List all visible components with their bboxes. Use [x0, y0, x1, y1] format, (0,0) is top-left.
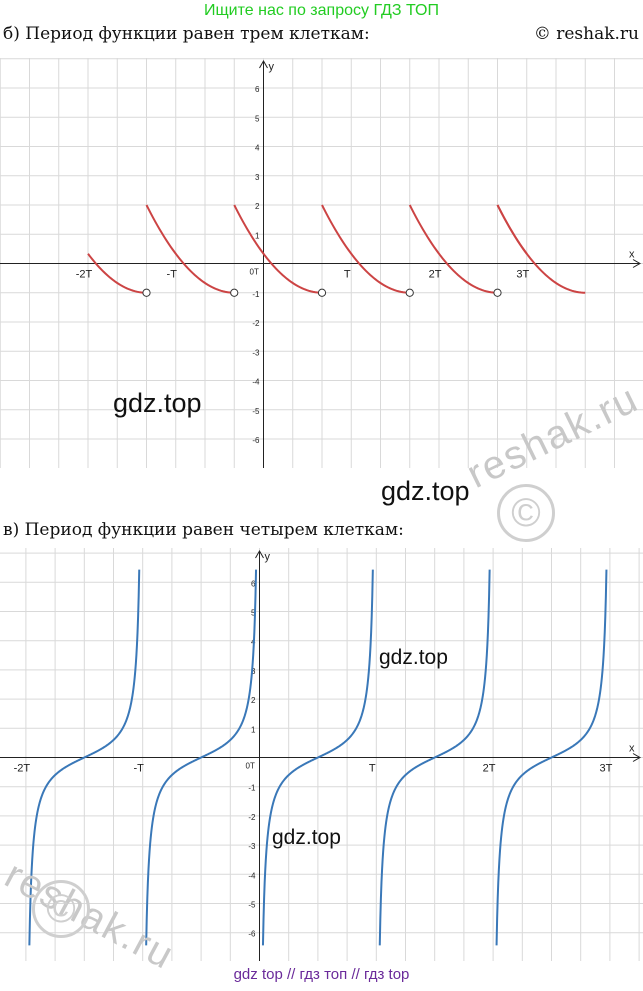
open-point [405, 288, 414, 297]
y-tick-label: -1 [248, 784, 256, 793]
y-tick-label: 6 [251, 579, 256, 588]
y-axis-label-2: y [265, 551, 271, 563]
copyright-text: © reshak.ru [533, 24, 639, 44]
y-tick-label: 2 [255, 202, 260, 211]
x-tick-label: -T [167, 269, 178, 281]
y-tick-label: 1 [255, 231, 260, 240]
x-tick-label: -2T [14, 763, 31, 775]
curve-section-b [87, 204, 586, 294]
x-tick-label: 3T [599, 763, 612, 775]
y-tick-label: 1 [251, 725, 256, 734]
x-axis-label-1: x [629, 249, 635, 261]
heading-section-b: б) Период функции равен трем клеткам: [3, 24, 370, 44]
gdz-watermark-4: gdz.top [272, 826, 341, 849]
curve-branch [261, 569, 374, 946]
y-tick-label: -5 [252, 407, 260, 416]
open-point [142, 288, 151, 297]
y-tick-label: -4 [252, 378, 260, 387]
x-tick-label: -2T [76, 269, 93, 281]
x-tick-label: T [369, 763, 376, 775]
x-axis-arrow-1 [632, 259, 642, 268]
copyright-circle-icon-bottom: © [32, 880, 90, 938]
footer-separator: // [286, 966, 296, 983]
curve-segment-partial-right [496, 204, 528, 255]
gdz-watermark-3: gdz.top [379, 646, 448, 669]
x-tick-label: -T [134, 763, 145, 775]
y-tick-label: -6 [248, 930, 256, 939]
y-tick-label: 3 [251, 667, 256, 676]
curve-branch [495, 569, 608, 946]
heading-section-c: в) Период функции равен четырем клеткам: [3, 520, 404, 540]
footer-link-gdz-top-mixed[interactable]: гдз top [363, 966, 410, 983]
open-point [230, 288, 239, 297]
curve-segment [321, 204, 410, 294]
x-axis-label-2: x [629, 743, 635, 755]
curve-branch [28, 569, 141, 946]
y-tick-label: -5 [248, 901, 256, 910]
y-axis-label-1: y [269, 61, 275, 73]
curve-segment [233, 204, 323, 294]
y-tick-label: -4 [248, 871, 256, 880]
y-axis-arrow-2 [255, 549, 264, 559]
y-tick-label: 3 [255, 173, 260, 182]
y-tick-label: 5 [251, 609, 256, 618]
open-point [317, 288, 327, 297]
curve-segment-partial-left [87, 253, 147, 294]
y-tick-label: 4 [255, 144, 260, 153]
x-tick-label: 3T [516, 269, 529, 281]
y-tick-label: -2 [248, 813, 256, 822]
y-tick-label: -6 [252, 436, 260, 445]
top-banner: Ищите нас по запросу ГДЗ ТОП [204, 2, 439, 19]
curve-segment [408, 204, 498, 294]
gdz-watermark-1: gdz.top [113, 388, 202, 418]
footer-links: gdz top // гдз топ // гдз top [0, 966, 643, 983]
curve-section-c [28, 569, 608, 946]
curve-branch [145, 569, 258, 946]
y-tick-label: -3 [252, 348, 260, 357]
y-tick-label: 6 [255, 85, 260, 94]
x-tick-label: 2T [483, 763, 496, 775]
footer-separator: // [351, 966, 360, 983]
curve-segment [145, 204, 235, 294]
y-tick-label: -2 [252, 319, 260, 328]
open-point [493, 288, 502, 297]
curve-branch [378, 569, 491, 946]
origin-label-2: 0T [246, 762, 255, 771]
y-tick-label: -3 [248, 842, 256, 851]
x-tick-label: T [344, 269, 351, 281]
x-tick-label: 2T [429, 269, 442, 281]
footer-link-gdz-top-ru[interactable]: гдз топ [299, 966, 348, 983]
y-tick-label: 2 [251, 696, 256, 705]
origin-label-1: 0T [250, 268, 259, 277]
gdz-watermark-2: gdz.top [381, 476, 470, 506]
footer-link-gdz-top[interactable]: gdz top [233, 966, 283, 983]
y-axis-arrow-1 [259, 59, 268, 69]
copyright-circle-icon: © [497, 484, 555, 542]
y-tick-label: 5 [255, 114, 260, 123]
y-tick-label: -1 [252, 290, 260, 299]
x-axis-arrow-2 [632, 753, 642, 762]
